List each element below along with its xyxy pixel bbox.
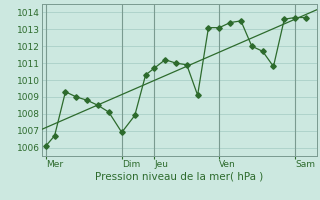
X-axis label: Pression niveau de la mer( hPa ): Pression niveau de la mer( hPa ) [95, 172, 263, 182]
